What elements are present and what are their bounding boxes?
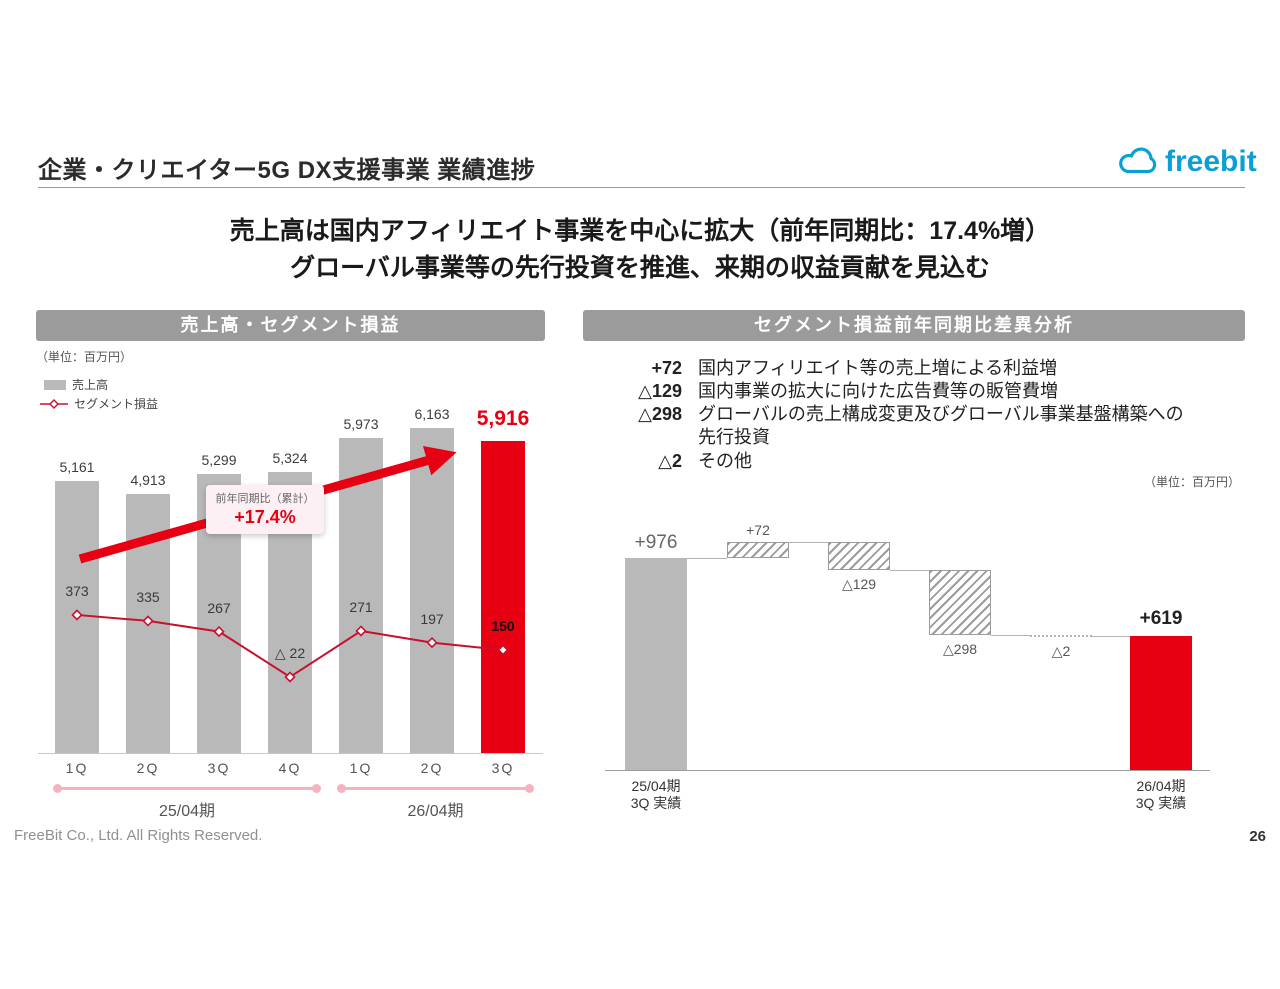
x-axis-label: 1Q [349, 760, 373, 776]
x-axis-label: 4Q [278, 760, 302, 776]
revenue-bar [55, 481, 99, 753]
footer-copyright: FreeBit Co., Ltd. All Rights Reserved. [14, 827, 263, 844]
waterfall-bar [727, 542, 789, 558]
bullet-desc: その他 [698, 451, 752, 471]
bar-value-label: 5,916 [476, 407, 530, 430]
left-panel-header: 売上高・セグメント損益 [36, 310, 545, 341]
right-panel-header: セグメント損益前年同期比差異分析 [583, 310, 1245, 341]
bullet-value: △2 [658, 451, 682, 471]
waterfall-connector [1092, 636, 1130, 637]
waterfall-bar [625, 558, 687, 770]
freebit-logo: freebit [1116, 145, 1257, 179]
bullet-value: △129 [638, 381, 682, 401]
waterfall-bar [1130, 636, 1192, 770]
x-axis-label: 3Q [491, 760, 515, 776]
waterfall-bar [929, 570, 991, 635]
waterfall-end-label: +619 [1139, 608, 1183, 629]
bar-swatch-icon [44, 379, 66, 390]
period-dot [525, 784, 534, 793]
bar-value-label: 4,913 [130, 472, 166, 488]
waterfall-start-label: +976 [634, 532, 678, 553]
cloud-icon [1119, 147, 1157, 174]
period-dot [337, 784, 346, 793]
segment-value-label: 150 [491, 617, 515, 634]
x-axis-label: 2Q [136, 760, 160, 776]
x-axis-label: 2Q [420, 760, 444, 776]
period-label: 25/04期 [158, 803, 216, 820]
waterfall-bar [1030, 635, 1092, 637]
bar-value-label: 5,324 [272, 450, 308, 466]
waterfall-axis-label: 26/04期 3Q 実績 [1135, 778, 1187, 811]
segment-value-label: 197 [420, 610, 444, 627]
x-axis-label: 3Q [207, 760, 231, 776]
period-label: 26/04期 [407, 803, 464, 820]
segment-value-label: 335 [136, 588, 160, 605]
bullet-desc: 国内事業の拡大に向けた広告費等の販管費増 [698, 381, 1058, 401]
bullet-value: +72 [651, 358, 682, 378]
waterfall-axis-label: 25/04期 3Q 実績 [630, 778, 682, 811]
waterfall-connector [890, 570, 929, 571]
segment-value-label: 271 [349, 598, 373, 615]
bullet-desc: 国内アフィリエイト等の売上増による利益増 [698, 358, 1058, 378]
yoy-annotation-label: 前年同期比（累計） [215, 493, 315, 505]
waterfall-delta-label: △129 [841, 576, 877, 592]
headline-line2: グローバル事業等の先行投資を推進、来期の収益貢献を見込む [290, 254, 990, 282]
period-line [341, 787, 530, 790]
bar-value-label: 5,973 [343, 416, 379, 432]
revenue-bar [339, 438, 383, 753]
segment-value-label: 267 [207, 599, 231, 616]
waterfall-baseline [605, 770, 1210, 771]
waterfall-connector [687, 558, 727, 559]
revenue-bar-current [481, 441, 525, 753]
waterfall-delta-label: △2 [1051, 643, 1071, 659]
yoy-annotation-value: +17.4% [234, 507, 296, 527]
period-dot [312, 784, 321, 793]
legend-revenue: 売上高 [44, 376, 108, 393]
bullet-desc: グローバルの売上構成変更及びグローバル事業基盤構築への先行投資 [698, 404, 1184, 447]
yoy-annotation: 前年同期比（累計） +17.4% [206, 485, 324, 534]
headline-line1: 売上高は国内アフィリエイト事業を中心に拡大（前年同期比：17.4%増） [229, 217, 1051, 245]
page-number: 26 [1249, 828, 1266, 845]
logo-text: freebit [1165, 145, 1257, 178]
title-divider [38, 187, 1245, 188]
right-unit-note: （単位：百万円） [1143, 475, 1240, 489]
bullet-value: △298 [638, 404, 682, 424]
waterfall-connector [789, 542, 828, 543]
bar-value-label: 6,163 [414, 406, 450, 422]
legend-revenue-label: 売上高 [72, 378, 109, 392]
waterfall-bar [828, 542, 890, 570]
revenue-bar [126, 494, 170, 753]
line-marker-icon [40, 398, 68, 409]
period-line [57, 787, 317, 790]
revenue-bar [410, 428, 454, 753]
waterfall-delta-label: △298 [942, 641, 978, 657]
x-axis-label: 1Q [65, 760, 89, 776]
legend-segment: セグメント損益 [40, 395, 158, 412]
waterfall-connector [991, 635, 1030, 636]
segment-value-label: 373 [65, 582, 89, 599]
legend-segment-label: セグメント損益 [74, 397, 159, 411]
waterfall-delta-label: +72 [746, 522, 770, 538]
x-axis-line [38, 753, 543, 754]
page-title: 企業・クリエイター5G DX支援事業 業績進捗 [38, 157, 536, 184]
segment-value-label: △ 22 [274, 644, 306, 661]
left-unit-note: （単位：百万円） [36, 350, 133, 364]
period-dot [53, 784, 62, 793]
